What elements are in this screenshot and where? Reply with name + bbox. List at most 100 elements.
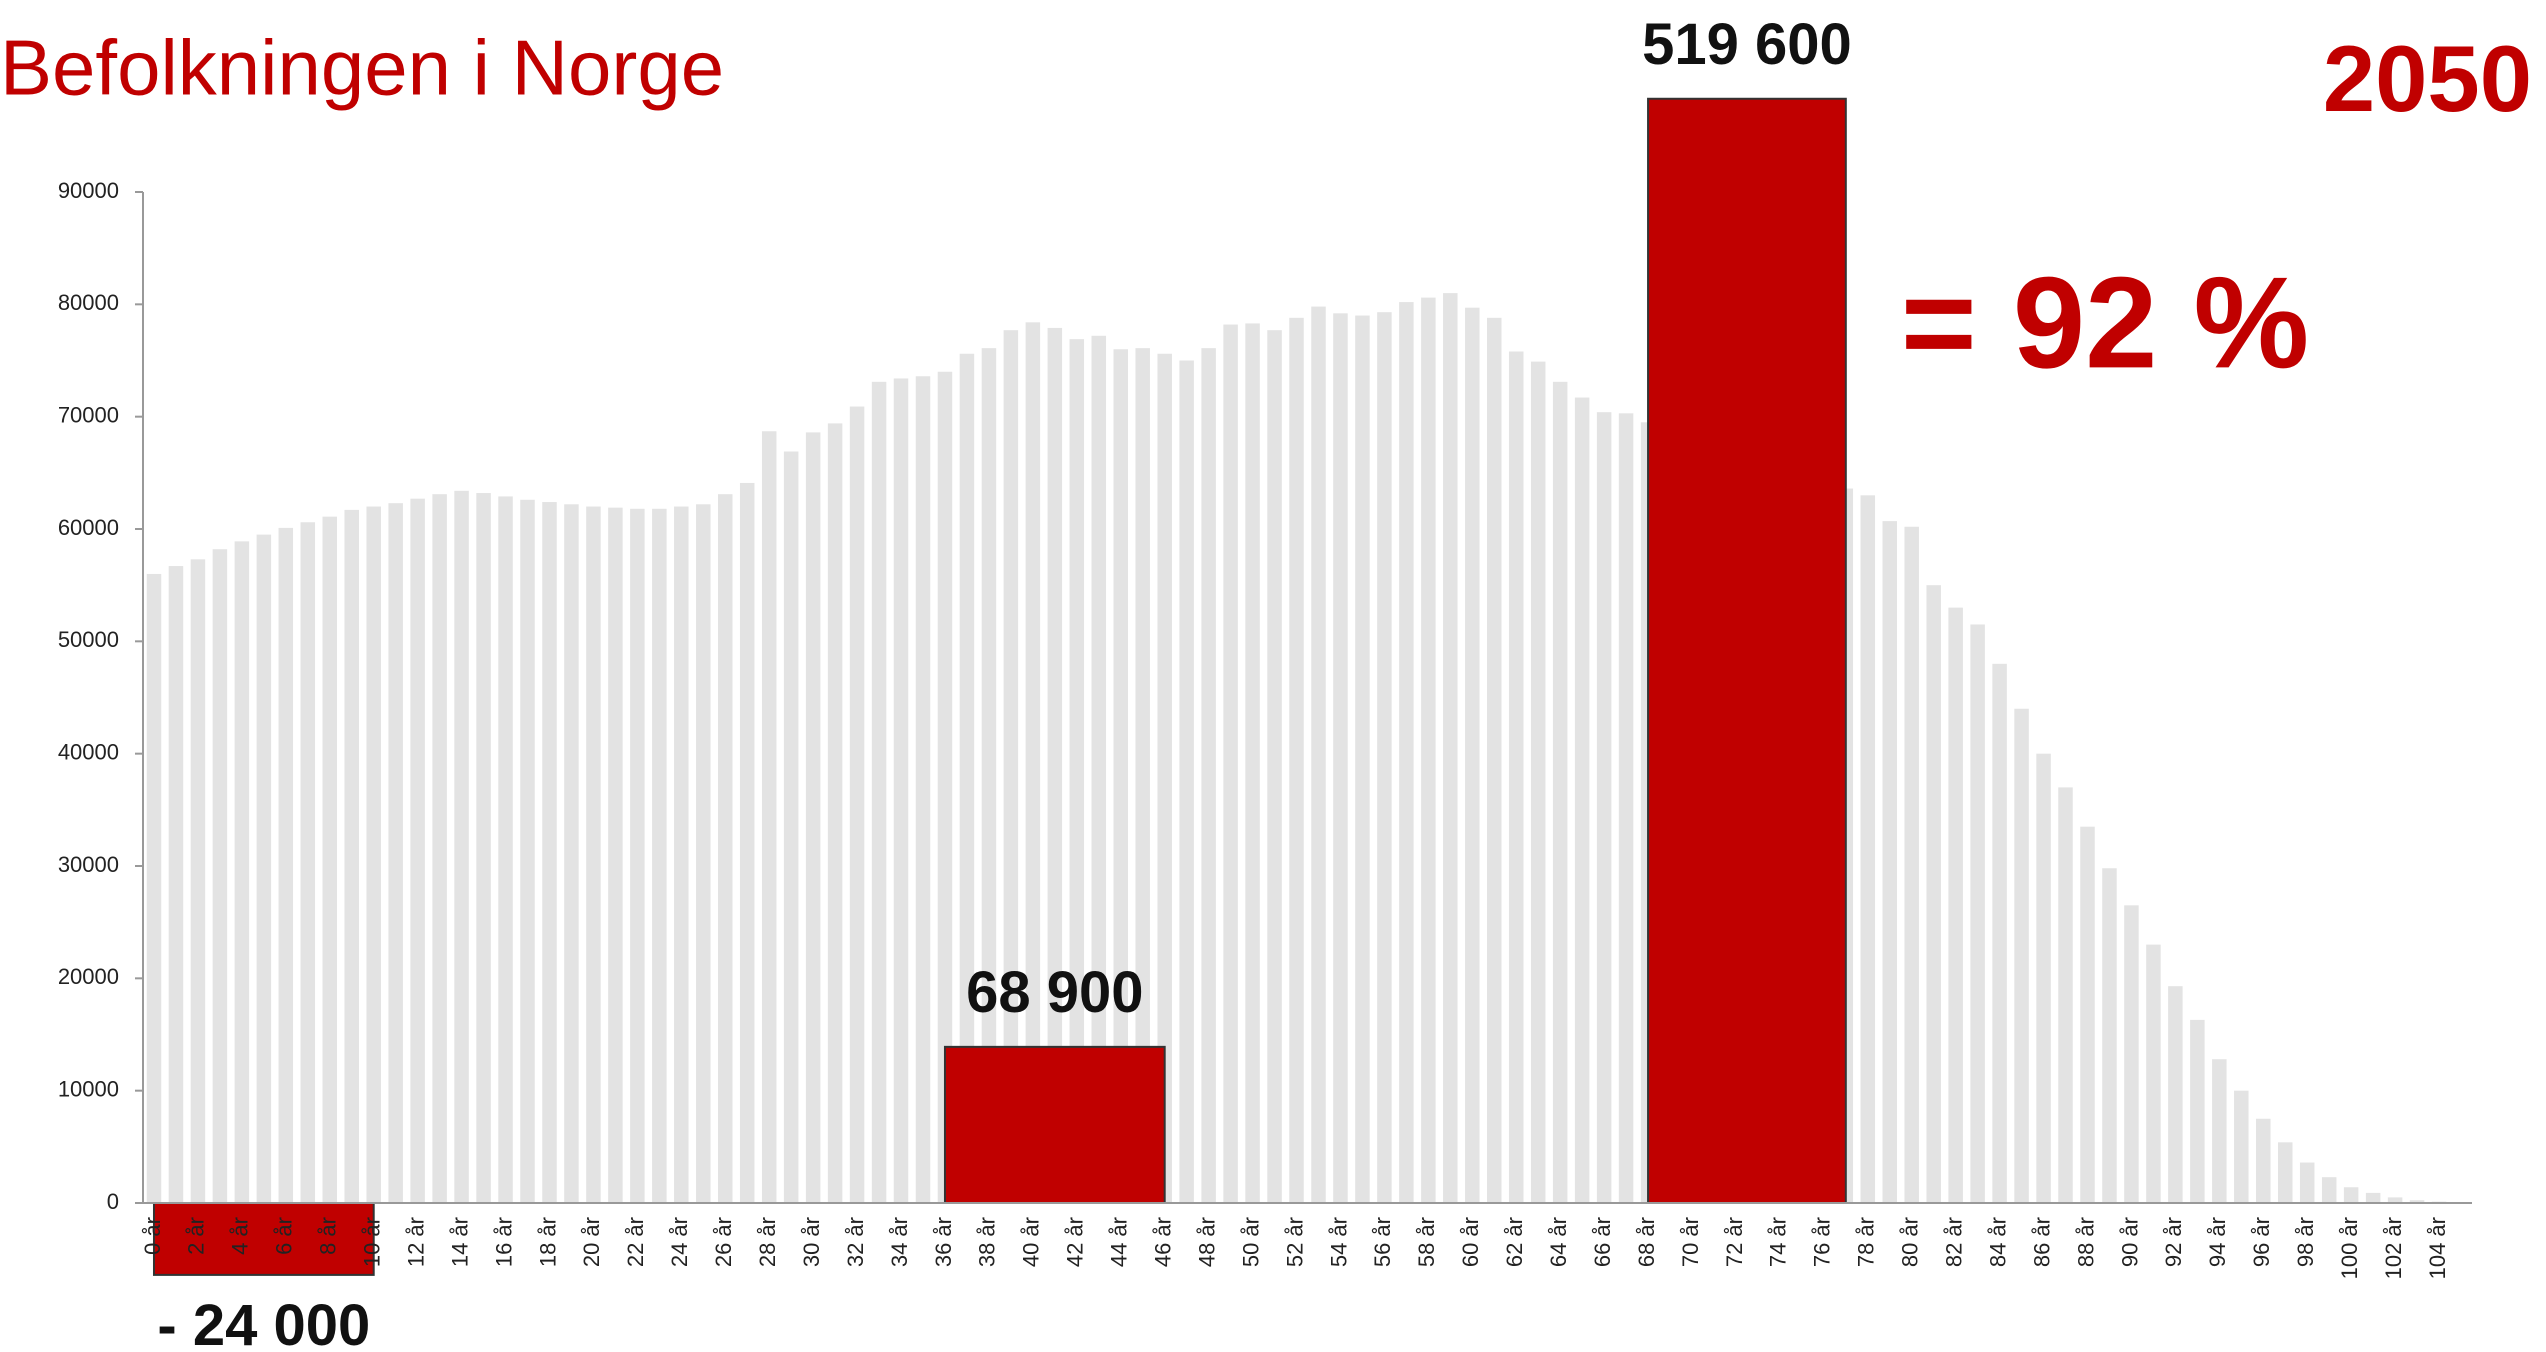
bar <box>191 559 206 1203</box>
x-tick-label: 74 år <box>1766 1217 1791 1267</box>
bar <box>1179 361 1194 1204</box>
bar <box>388 503 403 1203</box>
y-tick-label: 0 <box>107 1189 119 1214</box>
x-tick-label: 102 år <box>2381 1217 2406 1279</box>
bar <box>2168 986 2183 1203</box>
y-tick-label: 50000 <box>58 627 119 652</box>
bar <box>696 504 711 1203</box>
x-tick-label: 60 år <box>1458 1217 1483 1267</box>
bar <box>1245 323 1260 1203</box>
bar <box>806 432 821 1203</box>
bar <box>652 509 667 1203</box>
x-tick-label: 4 år <box>228 1217 253 1255</box>
bar <box>279 528 294 1203</box>
x-tick-label: 56 år <box>1370 1217 1395 1267</box>
x-tick-label: 12 år <box>403 1217 428 1267</box>
x-tick-label: 76 år <box>1810 1217 1835 1267</box>
bar <box>498 496 513 1203</box>
bar <box>2036 754 2051 1203</box>
x-tick-label: 92 år <box>2161 1217 2186 1267</box>
bar <box>1992 664 2007 1203</box>
bar <box>366 507 381 1203</box>
bar <box>1289 318 1304 1203</box>
chart-title: Befolkningen i Norge <box>0 24 724 112</box>
x-tick-label: 96 år <box>2249 1217 2274 1267</box>
bar <box>1970 624 1985 1203</box>
bar <box>740 483 755 1203</box>
x-tick-label: 68 år <box>1634 1217 1659 1267</box>
bar <box>1487 318 1502 1203</box>
bar <box>2080 827 2095 1203</box>
x-tick-label: 50 år <box>1238 1217 1263 1267</box>
bar <box>432 494 447 1203</box>
bar <box>1421 298 1436 1203</box>
x-tick-label: 48 år <box>1194 1217 1219 1267</box>
bar <box>586 507 601 1203</box>
x-tick-label: 104 år <box>2425 1217 2450 1279</box>
x-tick-label: 46 år <box>1150 1217 1175 1267</box>
bar <box>1509 352 1524 1203</box>
annotation: - 24 000 <box>157 1293 370 1352</box>
bar <box>894 378 909 1203</box>
x-tick-label: 100 år <box>2337 1217 2362 1279</box>
bar <box>2300 1163 2315 1203</box>
bar <box>718 494 733 1203</box>
bar <box>1377 312 1392 1203</box>
x-tick-label: 54 år <box>1326 1217 1351 1267</box>
bar <box>323 517 338 1203</box>
x-tick-label: 42 år <box>1063 1217 1088 1267</box>
bar <box>1267 330 1282 1203</box>
bar <box>1223 325 1238 1203</box>
x-tick-label: 20 år <box>579 1217 604 1267</box>
x-tick-label: 18 år <box>535 1217 560 1267</box>
bar <box>1575 398 1590 1203</box>
x-tick-label: 58 år <box>1414 1217 1439 1267</box>
x-tick-label: 26 år <box>711 1217 736 1267</box>
headline: = 92 % <box>1901 249 2309 395</box>
x-tick-label: 44 år <box>1107 1217 1132 1267</box>
bar <box>1355 316 1370 1203</box>
bar <box>1619 413 1634 1203</box>
x-tick-label: 52 år <box>1282 1217 1307 1267</box>
x-tick-label: 6 år <box>272 1217 297 1255</box>
chart: Befolkningen i Norge 2050 = 92 % 0100002… <box>0 0 2546 1352</box>
bar <box>235 541 250 1203</box>
y-tick-label: 70000 <box>58 402 119 427</box>
bar <box>542 502 557 1203</box>
bar <box>916 376 931 1203</box>
annotation: 519 600 <box>1642 12 1852 77</box>
bar <box>1333 313 1348 1203</box>
x-tick-label: 40 år <box>1019 1217 1044 1267</box>
bar <box>2190 1020 2205 1203</box>
bar <box>784 451 799 1203</box>
bar <box>1904 527 1919 1203</box>
x-tick-label: 2 år <box>184 1217 209 1255</box>
bar <box>476 493 491 1203</box>
x-tick-label: 80 år <box>1898 1217 1923 1267</box>
bar <box>147 574 162 1203</box>
bar <box>564 504 579 1203</box>
bar <box>2102 868 2117 1203</box>
y-tick-label: 10000 <box>58 1076 119 1101</box>
bar <box>257 535 272 1203</box>
x-tick-label: 66 år <box>1590 1217 1615 1267</box>
bar <box>850 407 865 1203</box>
bar <box>2212 1059 2227 1203</box>
bar <box>1399 302 1414 1203</box>
y-tick-label: 30000 <box>58 852 119 877</box>
y-tick-label: 60000 <box>58 515 119 540</box>
bar <box>1311 307 1326 1203</box>
bar <box>608 508 623 1203</box>
bar <box>1443 293 1458 1203</box>
x-tick-label: 28 år <box>755 1217 780 1267</box>
bar <box>301 522 316 1203</box>
bar <box>2278 1142 2293 1203</box>
bar <box>2344 1187 2359 1203</box>
bar <box>2234 1091 2249 1203</box>
bar <box>2058 787 2073 1203</box>
bar <box>1948 608 1963 1203</box>
highlight-bar <box>1648 99 1846 1203</box>
y-tick-label: 90000 <box>58 178 119 203</box>
bar <box>1861 495 1876 1203</box>
bar <box>1201 348 1216 1203</box>
